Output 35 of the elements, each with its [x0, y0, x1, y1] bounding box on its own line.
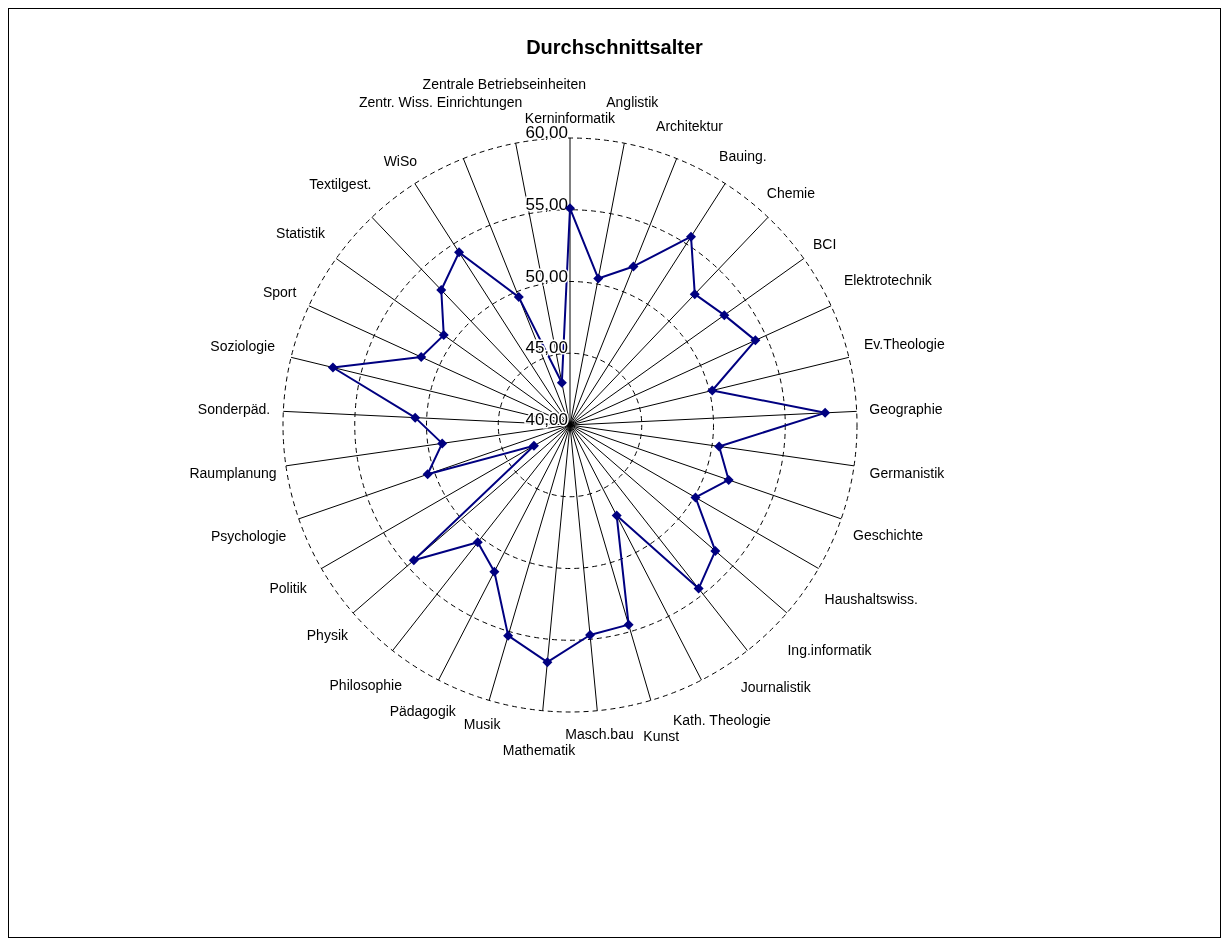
- spoke-label: Journalistik: [740, 678, 812, 695]
- spoke-label: Sport: [262, 284, 297, 301]
- spoke-label: Philosophie: [329, 676, 403, 693]
- spoke-label: Zentrale Betriebseinheiten: [422, 76, 587, 93]
- spoke-label: BCI: [813, 235, 837, 252]
- spoke-label: Zentr. Wiss. Einrichtungen: [358, 93, 523, 110]
- spoke-label: Kunst: [643, 727, 680, 744]
- spoke-label: Physik: [306, 627, 350, 644]
- spoke-label: Musik: [463, 716, 502, 733]
- spoke-label: Elektrotechnik: [843, 271, 933, 288]
- spoke-label: Mathematik: [502, 742, 577, 758]
- spoke-label: Kerninformatik: [524, 110, 617, 126]
- spoke-label: Raumplanung: [189, 465, 277, 482]
- spoke-label: Bauing.: [719, 148, 767, 165]
- spoke-label: Psychologie: [210, 528, 287, 545]
- spoke-label: Textilgest.: [309, 176, 372, 193]
- spoke-label: Kath. Theologie: [673, 711, 772, 728]
- spoke-label: Ing.informatik: [787, 641, 873, 658]
- spoke-label: Soziologie: [210, 337, 276, 354]
- y-tick-label: 60,00: [525, 123, 568, 142]
- spoke-label: Architektur: [656, 118, 724, 135]
- spoke-label: Ev.Theologie: [863, 335, 945, 352]
- spoke-label: Chemie: [766, 185, 816, 202]
- spoke-label: Germanistik: [869, 465, 946, 482]
- spoke-label: Sonderpäd.: [197, 401, 271, 417]
- spoke-label: Geschichte: [853, 527, 924, 544]
- spoke-label: Masch.bau: [565, 725, 634, 742]
- spoke-label: Statistik: [276, 225, 327, 242]
- spoke-label: Geographie: [869, 401, 943, 417]
- spoke-label: WiSo: [383, 153, 418, 170]
- spoke-label: Pädagogik: [389, 702, 457, 719]
- chart-title: Durchschnittsalter: [525, 36, 704, 59]
- spoke-label: Politik: [269, 579, 308, 596]
- spoke-label: Haushaltswiss.: [824, 590, 918, 607]
- spoke-label: Anglistik: [606, 93, 660, 110]
